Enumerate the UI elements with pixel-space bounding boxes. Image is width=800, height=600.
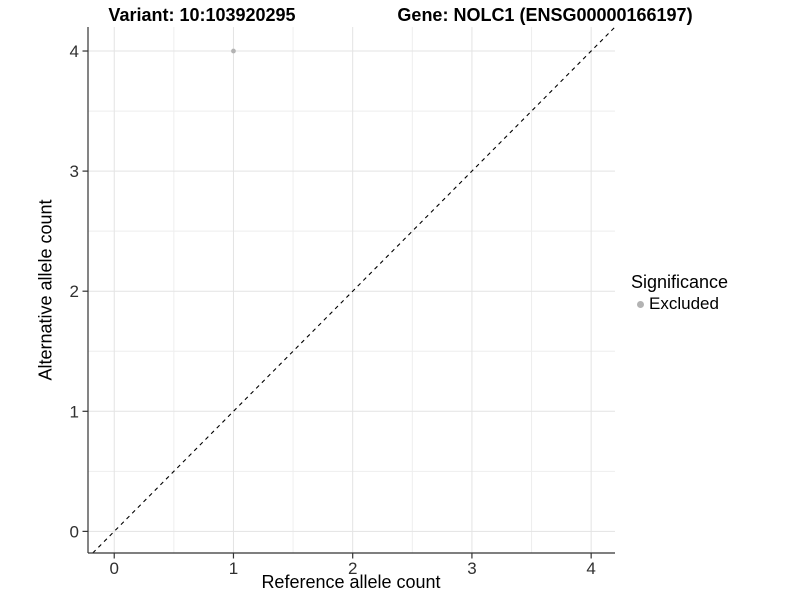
legend-item-excluded: Excluded: [631, 294, 728, 314]
y-tick-label: 0: [70, 522, 79, 541]
x-tick-label: 1: [229, 559, 238, 578]
x-axis-title: Reference allele count: [261, 572, 441, 592]
x-tick-label: 3: [467, 559, 476, 578]
gene-title: Gene: NOLC1 (ENSG00000166197): [397, 5, 693, 25]
excluded-point-icon: [636, 300, 644, 308]
y-tick-label: 1: [70, 402, 79, 421]
legend: Significance Excluded: [631, 271, 728, 314]
y-tick-label: 2: [70, 282, 79, 301]
legend-key: [631, 295, 649, 313]
x-tick-label: 2: [348, 559, 357, 578]
y-tick-label: 3: [70, 162, 79, 181]
legend-item-label: Excluded: [649, 294, 719, 313]
y-tick-label: 4: [70, 42, 79, 61]
y-axis-title: Alternative allele count: [35, 199, 56, 381]
variant-title: Variant: 10:103920295: [108, 5, 296, 25]
x-tick-label: 4: [586, 559, 595, 578]
legend-title: Significance: [631, 272, 729, 292]
identity-line: [92, 26, 616, 554]
data-point: [231, 48, 236, 54]
x-tick-label: 0: [109, 559, 118, 578]
